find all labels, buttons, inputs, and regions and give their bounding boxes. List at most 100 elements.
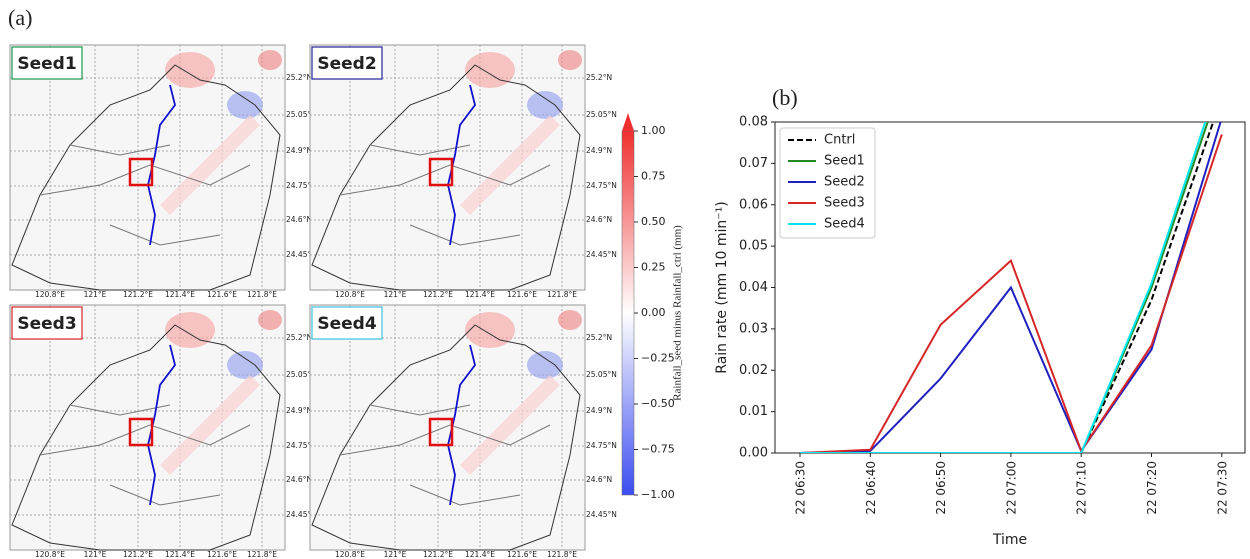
lon-label: 121.6°E bbox=[207, 290, 237, 299]
lon-label: 121.4°E bbox=[465, 550, 495, 559]
series-line bbox=[799, 122, 1222, 453]
study-box bbox=[428, 157, 454, 187]
y-axis-label: Rain rate (mm 10 min⁻¹) bbox=[714, 201, 730, 373]
colorbar-extend bbox=[622, 113, 634, 131]
lon-label: 121.6°E bbox=[507, 550, 537, 559]
lat-label: 24.45°N bbox=[286, 510, 317, 519]
colorbar-tick-label: −1.00 bbox=[641, 488, 675, 501]
lat-label: 25.2°N bbox=[286, 73, 312, 82]
river bbox=[447, 84, 476, 246]
x-tick-label: 22 06:30 bbox=[794, 461, 808, 515]
lon-label: 121.2°E bbox=[123, 290, 153, 299]
map: Seed2 25.2°N 25.05°N 24.9°N 24.75°N 24.6°N 24.… bbox=[309, 44, 617, 299]
lon-label: 121°E bbox=[384, 290, 407, 299]
rain-diff bbox=[160, 115, 260, 215]
lat-label: 25.2°N bbox=[586, 73, 612, 82]
coastline bbox=[311, 64, 581, 291]
lon-label: 121.2°E bbox=[423, 290, 453, 299]
legend-label: Seed1 bbox=[824, 154, 865, 169]
lat-label: 25.2°N bbox=[586, 333, 612, 342]
lon-label: 121.6°E bbox=[207, 550, 237, 559]
series-line bbox=[799, 134, 1223, 453]
map: Seed4 25.2°N 25.05°N 24.9°N 24.75°N 24.6°N 24.… bbox=[309, 304, 617, 559]
x-tick-label: 22 07:10 bbox=[1075, 461, 1089, 515]
y-tick-label: 0.07 bbox=[739, 156, 768, 171]
coastline bbox=[11, 64, 281, 291]
lat-label: 24.45°N bbox=[286, 250, 317, 259]
colorbar-tick-label: −0.50 bbox=[641, 397, 675, 410]
lat-label: 24.75°N bbox=[286, 181, 317, 190]
legend-label: Seed2 bbox=[824, 175, 865, 190]
map-frame bbox=[309, 44, 586, 291]
lat-label: 24.9°N bbox=[286, 406, 312, 415]
lat-label: 24.75°N bbox=[586, 181, 617, 190]
lon-label: 120.8°E bbox=[335, 550, 365, 559]
rain-diff bbox=[460, 375, 560, 475]
lon-label: 120.8°E bbox=[35, 290, 65, 299]
lon-label: 121°E bbox=[84, 550, 107, 559]
map-title: Seed1 bbox=[17, 54, 76, 74]
county-border bbox=[339, 404, 551, 506]
river bbox=[147, 84, 176, 246]
legend-box bbox=[779, 127, 876, 239]
lat-label: 24.45°N bbox=[586, 510, 617, 519]
lon-label: 121.2°E bbox=[423, 550, 453, 559]
lat-label: 24.6°N bbox=[586, 475, 612, 484]
y-tick-label: 0.02 bbox=[739, 363, 768, 378]
colorbar bbox=[621, 130, 635, 496]
y-tick-label: 0.08 bbox=[739, 115, 768, 130]
map-frame bbox=[309, 304, 586, 551]
colorbar-tick-label: 0.75 bbox=[641, 170, 666, 183]
coastline bbox=[11, 324, 281, 551]
river bbox=[147, 344, 176, 506]
county-border bbox=[39, 144, 251, 246]
rain-diff bbox=[465, 52, 515, 88]
colorbar-tick-label: −0.75 bbox=[641, 443, 675, 456]
x-axis-label: Time bbox=[992, 532, 1027, 548]
map-title-box bbox=[311, 306, 383, 340]
y-tick-label: 0.06 bbox=[739, 197, 768, 212]
study-box bbox=[128, 417, 154, 447]
colorbar-tick-label: 0.50 bbox=[641, 215, 666, 228]
lat-label: 25.05°N bbox=[586, 370, 617, 379]
map-title-box bbox=[311, 46, 383, 80]
county-border bbox=[39, 404, 251, 506]
lat-label: 24.9°N bbox=[586, 406, 612, 415]
lat-label: 24.45°N bbox=[586, 250, 617, 259]
series-line bbox=[800, 122, 1209, 453]
lon-label: 121.8°E bbox=[247, 550, 277, 559]
x-tick-label: 22 06:40 bbox=[864, 461, 878, 515]
lat-label: 24.6°N bbox=[586, 215, 612, 224]
county-border bbox=[339, 144, 551, 246]
lat-label: 24.9°N bbox=[586, 146, 612, 155]
lat-label: 25.2°N bbox=[286, 333, 312, 342]
colorbar-tick-label: 1.00 bbox=[641, 124, 666, 137]
lat-label: 24.6°N bbox=[286, 475, 312, 484]
map-title: Seed3 bbox=[17, 314, 76, 334]
colorbar-tick-label: 0.25 bbox=[641, 261, 666, 274]
lon-label: 121.4°E bbox=[165, 550, 195, 559]
rain-diff bbox=[527, 91, 563, 119]
panel-label: (b) bbox=[772, 85, 798, 110]
map-title: Seed2 bbox=[317, 54, 376, 74]
rain-diff bbox=[160, 375, 260, 475]
legend-label: Seed4 bbox=[824, 217, 865, 232]
lon-label: 121.6°E bbox=[507, 290, 537, 299]
map-frame bbox=[9, 304, 286, 551]
river bbox=[447, 344, 476, 506]
y-tick-label: 0.05 bbox=[739, 239, 768, 254]
rain-diff bbox=[227, 91, 263, 119]
y-tick-label: 0.00 bbox=[739, 446, 768, 461]
lon-label: 121°E bbox=[384, 550, 407, 559]
rain-diff bbox=[465, 312, 515, 348]
lon-label: 121°E bbox=[84, 290, 107, 299]
study-box bbox=[428, 417, 454, 447]
map: Seed1 25.2°N 25.05°N 24.9°N 24.75°N 24.6°N 24.… bbox=[9, 44, 317, 299]
colorbar-tick-label: 0.00 bbox=[641, 306, 666, 319]
x-tick-label: 22 07:00 bbox=[1004, 461, 1018, 515]
map-title-box bbox=[11, 306, 83, 340]
lat-label: 24.9°N bbox=[286, 146, 312, 155]
rain-diff bbox=[165, 52, 215, 88]
map-title: Seed4 bbox=[317, 314, 376, 334]
